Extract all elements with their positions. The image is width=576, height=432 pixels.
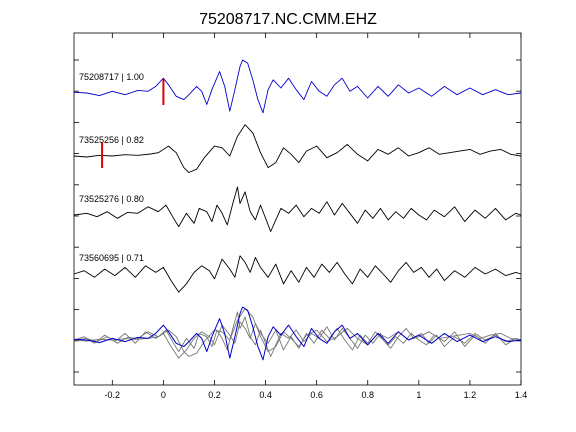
trace-waveform [73,59,522,114]
trace-waveform [73,186,522,232]
trace-label: 73525256 | 0.82 [79,135,144,145]
plot-area [73,32,522,386]
x-tick-label: 0.4 [259,390,272,400]
trace-panel: 75208717 | 1.00 [73,59,522,114]
trace-label: 73560695 | 0.71 [79,253,144,263]
trace-waveform [73,255,522,293]
x-tick-label: 0.6 [310,390,323,400]
chart-title: 75208717.NC.CMM.EHZ [199,11,377,28]
overlay-panel [73,306,522,361]
trace-panel: 73560695 | 0.71 [73,253,522,293]
trace-waveform [73,124,522,173]
x-tick-label: -0.2 [105,390,121,400]
overlay-trace [73,321,522,359]
overlay-trace-primary [73,306,522,361]
x-axis: -0.2 0 0.2 0.4 0.6 0.8 1 1.2 1.4 [105,33,528,400]
trace-label: 75208717 | 1.00 [79,72,144,82]
x-tick-label: 0.8 [361,390,374,400]
y-axis-ticks [74,59,521,373]
trace-panels: 75208717 | 1.00 73525256 | 0.82 73525276 |… [73,59,522,293]
x-tick-label: 0 [161,390,166,400]
trace-panel: 73525276 | 0.80 [73,186,522,232]
trace-panel: 73525256 | 0.82 [73,124,522,173]
x-tick-label: 1.4 [515,390,528,400]
x-tick-label: 1.2 [464,390,477,400]
trace-label: 73525276 | 0.80 [79,194,144,204]
x-tick-label: 0.2 [208,390,221,400]
overlay-trace [73,311,522,357]
x-tick-label: 1 [416,390,421,400]
